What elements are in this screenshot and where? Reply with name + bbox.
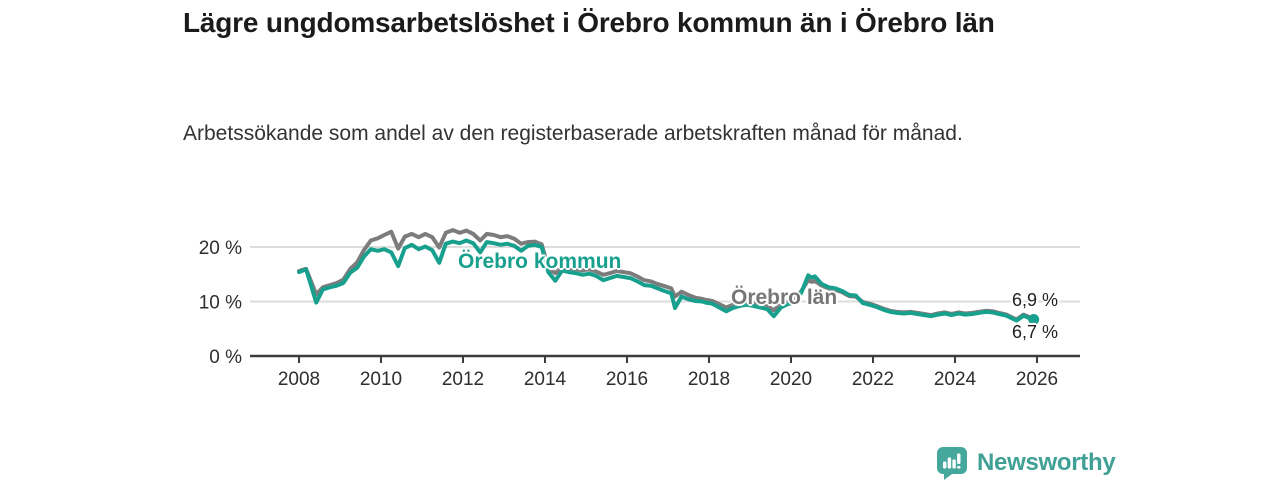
y-axis-tick-label: 10 % [199, 293, 242, 314]
end-value-label-orebro-kommun: 6,7 % [1012, 322, 1059, 342]
x-axis-tick-label: 2020 [770, 369, 812, 390]
newsworthy-logo[interactable]: Newsworthy [936, 446, 1116, 480]
chart-subtitle: Arbetssökande som andel av den registerb… [183, 122, 963, 145]
x-axis-tick-label: 2018 [688, 369, 730, 390]
x-axis-tick-label: 2024 [934, 369, 977, 390]
x-axis-tick-label: 2014 [524, 369, 567, 390]
x-axis-tick-label: 2008 [278, 369, 320, 390]
x-axis-tick-label: 2026 [1016, 369, 1058, 390]
x-axis-tick-label: 2012 [442, 369, 484, 390]
y-axis-tick-label: 20 % [199, 238, 242, 259]
series-label-orebro-kommun: Örebro kommun [458, 250, 622, 273]
end-value-label-orebro-lan: 6,9 % [1012, 290, 1059, 310]
line-series--rebro-kommun [297, 238, 1036, 323]
newsworthy-logo-text: Newsworthy [977, 449, 1116, 476]
page-title: Lägre ungdomsarbetslöshet i Örebro kommu… [183, 7, 995, 38]
series-label-orebro-lan: Örebro län [731, 286, 838, 309]
latest-value-dot [1028, 313, 1040, 325]
y-axis-tick-label: 0 % [209, 347, 242, 368]
line-series--rebro-l-n [297, 228, 1036, 322]
x-axis-tick-label: 2010 [360, 369, 402, 390]
x-axis-tick-label: 2022 [852, 369, 894, 390]
newsworthy-logo-icon [937, 447, 967, 480]
x-axis-tick-label: 2016 [606, 369, 648, 390]
